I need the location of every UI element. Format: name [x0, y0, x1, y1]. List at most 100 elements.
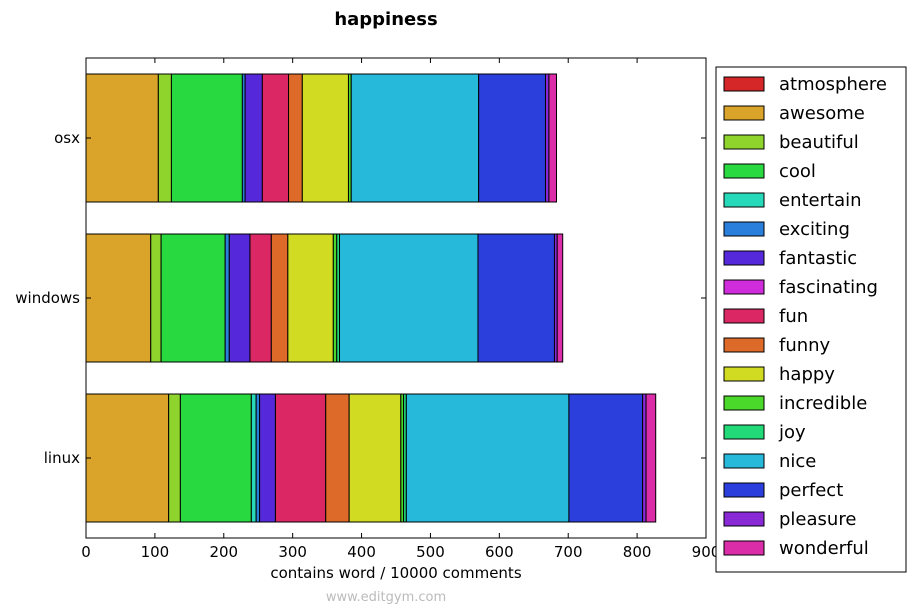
bar-windows-awesome — [85, 233, 152, 363]
legend-item-exciting: exciting — [723, 219, 850, 240]
chart-title: happiness — [334, 9, 437, 30]
legend-label: beautiful — [779, 132, 859, 153]
bar-osx-happy — [301, 73, 349, 203]
legend-swatch — [723, 105, 765, 121]
legend-swatch — [723, 221, 765, 237]
bar-osx-fantastic — [244, 73, 263, 203]
bar-linux-wonderful — [645, 393, 657, 523]
legend-swatch — [723, 76, 765, 92]
x-tick-label: 500 — [416, 543, 445, 561]
legend-label: exciting — [779, 219, 850, 240]
legend-item-atmosphere: atmosphere — [723, 74, 887, 95]
bar-windows-exciting — [224, 233, 230, 363]
legend-swatch — [723, 192, 765, 208]
watermark: www.editgym.com — [326, 590, 446, 605]
y-tick-label-windows: windows — [15, 289, 80, 307]
legend-swatch — [723, 395, 765, 411]
legend-item-fascinating: fascinating — [723, 277, 878, 298]
legend-item-wonderful: wonderful — [723, 538, 869, 559]
legend-label: incredible — [779, 393, 867, 414]
bar-linux-fantastic — [259, 393, 276, 523]
legend-item-fun: fun — [723, 306, 808, 327]
legend-label: funny — [779, 335, 831, 356]
bar-windows-cool — [160, 233, 226, 363]
legend-swatch — [723, 250, 765, 266]
legend-item-beautiful: beautiful — [723, 132, 859, 153]
bar-osx-pleasure — [544, 73, 550, 203]
legend-swatch — [723, 308, 765, 324]
legend-label: awesome — [779, 103, 865, 124]
bar-osx-awesome — [85, 73, 159, 203]
legend-label: perfect — [779, 480, 843, 501]
legend-label: fascinating — [779, 277, 878, 298]
bar-osx-fun — [261, 73, 290, 203]
y-tick-label-osx: osx — [54, 129, 80, 147]
bar-windows-happy — [287, 233, 334, 363]
bar-linux-exciting — [255, 393, 261, 523]
x-tick-label: 100 — [141, 543, 170, 561]
legend-item-joy: joy — [723, 422, 806, 443]
bar-linux-pleasure — [642, 393, 647, 523]
y-tick-label-linux: linux — [44, 449, 80, 467]
x-tick-label: 200 — [209, 543, 238, 561]
legend-item-entertain: entertain — [723, 190, 862, 211]
axis-ticks: 0 100 200 300 400 500 600 700 800 900 osx windows li… — [15, 58, 720, 561]
bar-windows-perfect — [477, 233, 555, 363]
legend-swatch — [723, 540, 765, 556]
bar-osx-wonderful — [548, 73, 558, 203]
x-tick-label: 300 — [278, 543, 307, 561]
x-tick-label: 800 — [623, 543, 652, 561]
bar-windows-beautiful — [150, 233, 162, 363]
legend-label: entertain — [779, 190, 862, 211]
legend-label: atmosphere — [779, 74, 887, 95]
bar-group-linux — [85, 393, 657, 523]
legend-swatch — [723, 424, 765, 440]
legend-swatch — [723, 453, 765, 469]
legend: atmosphere awesome beautiful cool entertain e… — [715, 66, 907, 573]
x-tick-label: 600 — [485, 543, 514, 561]
x-tick-label: 900 — [692, 543, 721, 561]
legend-swatch — [723, 366, 765, 382]
bar-linux-cool — [179, 393, 252, 523]
legend-item-happy: happy — [723, 364, 835, 385]
bar-linux-beautiful — [168, 393, 181, 523]
bar-windows-fun — [249, 233, 272, 363]
legend-swatch — [723, 134, 765, 150]
legend-item-incredible: incredible — [723, 393, 867, 414]
bar-linux-awesome — [85, 393, 170, 523]
bar-linux-entertain — [250, 393, 257, 523]
bar-osx-funny — [288, 73, 303, 203]
legend-label: cool — [779, 161, 816, 182]
legend-swatch — [723, 163, 765, 179]
bar-group-osx — [85, 73, 558, 203]
legend-swatch — [723, 279, 765, 295]
legend-label: wonderful — [779, 538, 869, 559]
x-axis-label: contains word / 10000 comments — [270, 564, 521, 582]
bar-windows-nice — [339, 233, 479, 363]
bar-osx-nice — [350, 73, 480, 203]
bar-windows-incredible — [332, 233, 338, 363]
legend-item-funny: funny — [723, 335, 831, 356]
x-tick-label: 400 — [347, 543, 376, 561]
legend-item-fantastic: fantastic — [723, 248, 857, 269]
bar-group-windows — [85, 233, 564, 363]
bar-linux-fun — [274, 393, 327, 523]
bar-groups — [85, 73, 657, 523]
bar-windows-fantastic — [228, 233, 251, 363]
legend-item-awesome: awesome — [723, 103, 865, 124]
legend-label: happy — [779, 364, 835, 385]
bar-osx-perfect — [478, 73, 546, 203]
legend-label: pleasure — [779, 509, 856, 530]
bar-windows-wonderful — [556, 233, 564, 363]
bar-linux-happy — [348, 393, 402, 523]
bar-linux-nice — [405, 393, 570, 523]
legend-item-perfect: perfect — [723, 480, 843, 501]
x-tick-label: 0 — [81, 543, 91, 561]
legend-swatch — [723, 511, 765, 527]
legend-label: nice — [779, 451, 816, 472]
x-tick-label: 700 — [554, 543, 583, 561]
bar-linux-perfect — [568, 393, 644, 523]
bar-osx-beautiful — [157, 73, 172, 203]
legend-item-pleasure: pleasure — [723, 509, 856, 530]
